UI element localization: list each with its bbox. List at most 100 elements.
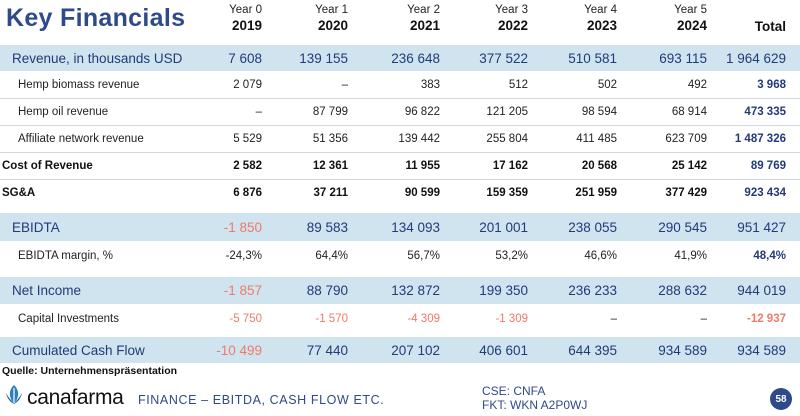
cell-year3: -1 309 bbox=[495, 312, 528, 325]
cell-total: 89 769 bbox=[750, 160, 786, 172]
cell-year0: 6 876 bbox=[233, 187, 262, 199]
cell-year1: 64,4% bbox=[315, 250, 348, 262]
row-label: Affiliate network revenue bbox=[18, 133, 144, 145]
column-header-year0: Year 0 2019 bbox=[212, 0, 262, 40]
row-label: Net Income bbox=[12, 283, 82, 298]
cell-year1: – bbox=[341, 79, 348, 91]
column-header-year5: Year 5 2024 bbox=[657, 0, 707, 40]
brand-logo: canafarma bbox=[4, 384, 124, 411]
cell-total: 923 434 bbox=[744, 187, 786, 199]
table-row-hemp-biomass: Hemp biomass revenue 2 079 – 383 512 502… bbox=[0, 72, 800, 98]
cell-total: -12 937 bbox=[746, 312, 786, 325]
cell-year1: -1 570 bbox=[315, 312, 348, 325]
cell-year2: 132 872 bbox=[391, 283, 440, 298]
brand-name: canafarma bbox=[27, 385, 124, 409]
cell-year5: 934 589 bbox=[658, 342, 707, 358]
cell-year5: 68 914 bbox=[671, 106, 707, 118]
cell-year2: 11 955 bbox=[405, 160, 440, 172]
page-title: Key Financials bbox=[6, 4, 186, 32]
cell-year4: 502 bbox=[597, 79, 617, 91]
cell-year2: 96 822 bbox=[404, 106, 440, 118]
cell-year3: 121 205 bbox=[486, 106, 528, 118]
cell-year1: 51 356 bbox=[312, 133, 348, 145]
cell-year2: 134 093 bbox=[391, 219, 440, 235]
cell-year2: 90 599 bbox=[404, 187, 440, 199]
cell-year1: 77 440 bbox=[306, 342, 348, 358]
cell-year1: 88 790 bbox=[306, 283, 348, 298]
cell-year1: 12 361 bbox=[312, 160, 348, 172]
row-label: Hemp oil revenue bbox=[18, 106, 109, 118]
cell-year0: -24,3% bbox=[225, 250, 262, 262]
cell-year4: 510 581 bbox=[568, 50, 617, 66]
column-header-label: Year 3 bbox=[495, 4, 528, 16]
column-header-year: 2022 bbox=[497, 18, 528, 33]
cell-year4: 46,6% bbox=[584, 250, 617, 262]
cell-year4: 644 395 bbox=[568, 342, 617, 358]
cell-year0: -1 850 bbox=[223, 219, 262, 235]
table-row-net-income: Net Income -1 857 88 790 132 872 199 350… bbox=[0, 277, 800, 304]
cell-year0: 7 608 bbox=[228, 50, 262, 66]
row-divider bbox=[0, 125, 800, 126]
footer-ticker: CSE: CNFA FKT: WKN A2P0WJ bbox=[482, 384, 587, 412]
column-header-year: 2024 bbox=[676, 18, 707, 33]
cell-total: 934 589 bbox=[737, 342, 786, 358]
cell-total: 951 427 bbox=[737, 219, 786, 235]
column-header-label: Year 2 bbox=[407, 4, 440, 16]
cell-year0: -5 750 bbox=[229, 312, 262, 325]
cell-year3: 406 601 bbox=[479, 342, 528, 358]
column-header-year3: Year 3 2022 bbox=[478, 0, 528, 40]
column-header-year1: Year 1 2020 bbox=[298, 0, 348, 40]
column-header-year: 2020 bbox=[317, 18, 348, 33]
column-header-year4: Year 4 2023 bbox=[567, 0, 617, 40]
cell-year2: 56,7% bbox=[407, 250, 440, 262]
cell-year4: 238 055 bbox=[568, 219, 617, 235]
cell-year4: – bbox=[610, 312, 617, 325]
column-header-year2: Year 2 2021 bbox=[390, 0, 440, 40]
cell-year5: 492 bbox=[687, 79, 707, 91]
cell-year1: 87 799 bbox=[312, 106, 348, 118]
cell-year1: 139 155 bbox=[299, 50, 348, 66]
cell-year5: 693 115 bbox=[659, 50, 707, 66]
cell-year0: – bbox=[255, 106, 262, 118]
column-header-label: Year 0 bbox=[229, 4, 262, 16]
cell-year4: 20 568 bbox=[581, 160, 617, 172]
leaf-icon bbox=[4, 384, 24, 411]
table-row-hemp-oil: Hemp oil revenue – 87 799 96 822 121 205… bbox=[0, 99, 800, 125]
row-label: Hemp biomass revenue bbox=[18, 79, 140, 91]
cell-total: 3 968 bbox=[757, 79, 786, 91]
cell-year5: 377 429 bbox=[665, 187, 707, 199]
cell-year3: 17 162 bbox=[492, 160, 528, 172]
cell-year2: 236 648 bbox=[391, 50, 440, 66]
cell-year0: 2 079 bbox=[233, 79, 262, 91]
ticker-fkt: FKT: WKN A2P0WJ bbox=[482, 398, 588, 412]
cell-year5: – bbox=[700, 312, 707, 325]
row-label: EBIDTA margin, % bbox=[18, 250, 114, 262]
row-label: Cost of Revenue bbox=[2, 160, 93, 172]
table-row-revenue: Revenue, in thousands USD 7 608 139 155 … bbox=[0, 45, 800, 71]
row-label: Cumulated Cash Flow bbox=[12, 342, 145, 358]
table-row-affiliate: Affiliate network revenue 5 529 51 356 1… bbox=[0, 126, 800, 152]
cell-year4: 98 594 bbox=[581, 106, 617, 118]
cell-year3: 53,2% bbox=[495, 250, 528, 262]
column-header-year: 2023 bbox=[586, 18, 617, 33]
column-header-label: Year 1 bbox=[315, 4, 348, 16]
cell-year3: 377 522 bbox=[479, 50, 528, 66]
cell-year2: 207 102 bbox=[391, 342, 440, 358]
cell-year5: 288 632 bbox=[658, 283, 707, 298]
footer-section-title: FINANCE – EBITDA, CASH FLOW ETC. bbox=[138, 393, 385, 407]
cell-total: 473 335 bbox=[744, 106, 786, 118]
page-number: 58 bbox=[770, 388, 792, 410]
ticker-cse: CSE: CNFA bbox=[482, 384, 546, 398]
cell-year5: 623 709 bbox=[665, 133, 707, 145]
cell-year0: 2 582 bbox=[233, 160, 262, 172]
cell-year4: 236 233 bbox=[568, 283, 617, 298]
cell-year1: 89 583 bbox=[306, 219, 348, 235]
table-row-cost-of-revenue: Cost of Revenue 2 582 12 361 11 955 17 1… bbox=[0, 153, 800, 179]
column-header-label: Year 4 bbox=[584, 4, 617, 16]
cell-year0: 5 529 bbox=[233, 133, 262, 145]
cell-year3: 199 350 bbox=[479, 283, 528, 298]
cell-year5: 41,9% bbox=[674, 250, 707, 262]
cell-year2: -4 309 bbox=[407, 312, 440, 325]
cell-total: 944 019 bbox=[737, 283, 786, 298]
column-header-year: 2021 bbox=[409, 18, 440, 33]
